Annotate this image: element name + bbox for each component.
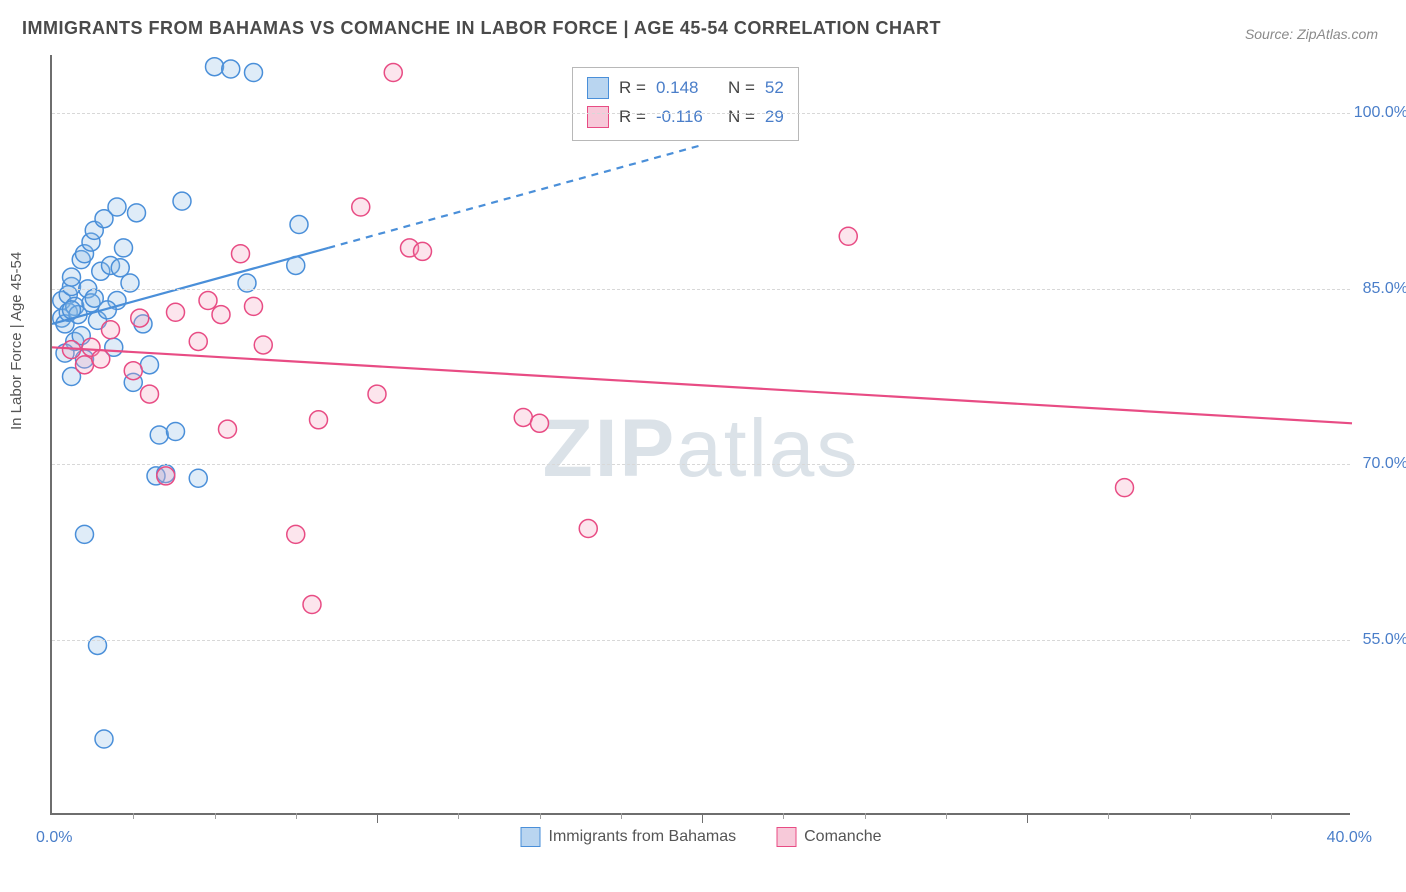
x-axis-min-label: 0.0%	[36, 829, 72, 847]
data-point	[131, 309, 149, 327]
data-point	[352, 198, 370, 216]
stats-n-label: N =	[728, 74, 755, 103]
data-point	[245, 64, 263, 82]
data-point	[95, 730, 113, 748]
stats-row: R = 0.148 N = 52	[587, 74, 784, 103]
trend-line	[52, 347, 1352, 423]
data-point	[303, 596, 321, 614]
data-point	[111, 259, 129, 277]
data-point	[167, 303, 185, 321]
data-point	[839, 227, 857, 245]
data-point	[531, 414, 549, 432]
x-tick-major	[702, 813, 703, 823]
legend-item: Comanche	[776, 827, 881, 847]
data-point	[232, 245, 250, 263]
legend-swatch	[521, 827, 541, 847]
x-tick-minor	[621, 813, 622, 819]
trend-line-dashed	[328, 145, 702, 248]
x-tick-minor	[1190, 813, 1191, 819]
source-attribution: Source: ZipAtlas.com	[1245, 26, 1378, 42]
x-tick-minor	[946, 813, 947, 819]
bottom-legend: Immigrants from Bahamas Comanche	[521, 827, 882, 847]
data-point	[219, 420, 237, 438]
data-point	[150, 426, 168, 444]
data-point	[102, 321, 120, 339]
data-point	[290, 216, 308, 234]
stats-swatch	[587, 106, 609, 128]
x-tick-minor	[296, 813, 297, 819]
data-point	[157, 467, 175, 485]
data-point	[108, 198, 126, 216]
data-point	[514, 408, 532, 426]
stats-r-label: R =	[619, 74, 646, 103]
data-point	[115, 239, 133, 257]
data-point	[189, 469, 207, 487]
x-tick-minor	[1108, 813, 1109, 819]
legend-swatch	[776, 827, 796, 847]
stats-swatch	[587, 77, 609, 99]
data-point	[245, 297, 263, 315]
x-tick-major	[1027, 813, 1028, 823]
data-point	[76, 356, 94, 374]
x-tick-major	[377, 813, 378, 823]
y-tick-label: 85.0%	[1363, 280, 1406, 298]
chart-title: IMMIGRANTS FROM BAHAMAS VS COMANCHE IN L…	[22, 18, 941, 39]
stats-n-value: 52	[765, 74, 784, 103]
data-point	[384, 64, 402, 82]
x-tick-minor	[215, 813, 216, 819]
y-tick-label: 100.0%	[1354, 104, 1406, 122]
data-point	[254, 336, 272, 354]
legend-label: Comanche	[804, 828, 881, 845]
data-point	[92, 350, 110, 368]
stats-n-value: 29	[765, 103, 784, 132]
stats-r-value: -0.116	[656, 103, 718, 132]
y-tick-label: 55.0%	[1363, 631, 1406, 649]
gridline-h	[52, 464, 1350, 465]
legend-item: Immigrants from Bahamas	[521, 827, 737, 847]
stats-n-label: N =	[728, 103, 755, 132]
x-tick-minor	[1271, 813, 1272, 819]
data-point	[167, 422, 185, 440]
legend-label: Immigrants from Bahamas	[549, 828, 737, 845]
data-point	[310, 411, 328, 429]
data-point	[287, 525, 305, 543]
x-tick-minor	[783, 813, 784, 819]
data-point	[173, 192, 191, 210]
x-axis-max-label: 40.0%	[1327, 829, 1372, 847]
data-point	[76, 525, 94, 543]
data-point	[414, 242, 432, 260]
y-tick-label: 70.0%	[1363, 455, 1406, 473]
x-tick-minor	[458, 813, 459, 819]
data-point	[368, 385, 386, 403]
x-tick-minor	[133, 813, 134, 819]
x-tick-minor	[865, 813, 866, 819]
stats-box: R = 0.148 N = 52 R = -0.116 N = 29	[572, 67, 799, 141]
stats-r-value: 0.148	[656, 74, 718, 103]
plot-svg	[52, 55, 1350, 813]
data-point	[206, 58, 224, 76]
stats-r-label: R =	[619, 103, 646, 132]
data-point	[141, 356, 159, 374]
data-point	[189, 332, 207, 350]
data-point	[141, 385, 159, 403]
gridline-h	[52, 289, 1350, 290]
stats-row: R = -0.116 N = 29	[587, 103, 784, 132]
data-point	[63, 268, 81, 286]
data-point	[212, 306, 230, 324]
x-tick-minor	[540, 813, 541, 819]
gridline-h	[52, 640, 1350, 641]
data-point	[222, 60, 240, 78]
data-point	[128, 204, 146, 222]
data-point	[579, 520, 597, 538]
gridline-h	[52, 113, 1350, 114]
data-point	[199, 292, 217, 310]
plot-area: ZIPatlas R =0.148N =52R =-0.116N =29 0.0…	[50, 55, 1350, 815]
data-point	[124, 362, 142, 380]
data-point	[1116, 479, 1134, 497]
y-axis-label: In Labor Force | Age 45-54	[8, 252, 25, 430]
